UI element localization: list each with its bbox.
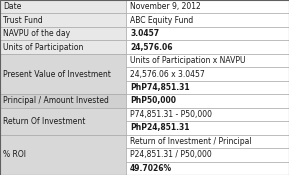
- Text: Present Value of Investment: Present Value of Investment: [3, 69, 111, 79]
- Text: 3.0457: 3.0457: [130, 29, 159, 38]
- Text: Trust Fund: Trust Fund: [3, 16, 43, 25]
- Text: 24,576.06: 24,576.06: [130, 43, 173, 52]
- Bar: [126, 67, 289, 81]
- Text: PhP24,851.31: PhP24,851.31: [130, 123, 190, 132]
- Bar: [126, 13, 289, 27]
- Bar: [126, 27, 289, 40]
- Bar: [0, 40, 126, 54]
- Bar: [126, 135, 289, 148]
- Bar: [0, 13, 126, 27]
- Bar: [126, 54, 289, 67]
- Text: Principal / Amount Invested: Principal / Amount Invested: [3, 96, 109, 106]
- Text: November 9, 2012: November 9, 2012: [130, 2, 201, 11]
- Text: 49.7026%: 49.7026%: [130, 164, 172, 173]
- Bar: [126, 148, 289, 162]
- Bar: [0, 54, 126, 94]
- Text: Units of Participation x NAVPU: Units of Participation x NAVPU: [130, 56, 246, 65]
- Text: Units of Participation: Units of Participation: [3, 43, 84, 52]
- Bar: [0, 27, 126, 40]
- Text: Date: Date: [3, 2, 22, 11]
- Bar: [126, 81, 289, 94]
- Bar: [126, 108, 289, 121]
- Bar: [126, 94, 289, 108]
- Text: 24,576.06 x 3.0457: 24,576.06 x 3.0457: [130, 69, 205, 79]
- Text: NAVPU of the day: NAVPU of the day: [3, 29, 71, 38]
- Text: Return of Investment / Principal: Return of Investment / Principal: [130, 137, 252, 146]
- Bar: [0, 135, 126, 175]
- Bar: [126, 0, 289, 13]
- Text: P24,851.31 / P50,000: P24,851.31 / P50,000: [130, 150, 212, 159]
- Bar: [0, 94, 126, 108]
- Bar: [126, 121, 289, 135]
- Text: ABC Equity Fund: ABC Equity Fund: [130, 16, 193, 25]
- Bar: [126, 40, 289, 54]
- Text: PhP74,851.31: PhP74,851.31: [130, 83, 190, 92]
- Text: PhP50,000: PhP50,000: [130, 96, 176, 106]
- Text: % ROI: % ROI: [3, 150, 27, 159]
- Bar: [0, 108, 126, 135]
- Bar: [0, 0, 126, 13]
- Text: Return Of Investment: Return Of Investment: [3, 117, 86, 126]
- Text: P74,851.31 - P50,000: P74,851.31 - P50,000: [130, 110, 212, 119]
- Bar: [126, 162, 289, 175]
